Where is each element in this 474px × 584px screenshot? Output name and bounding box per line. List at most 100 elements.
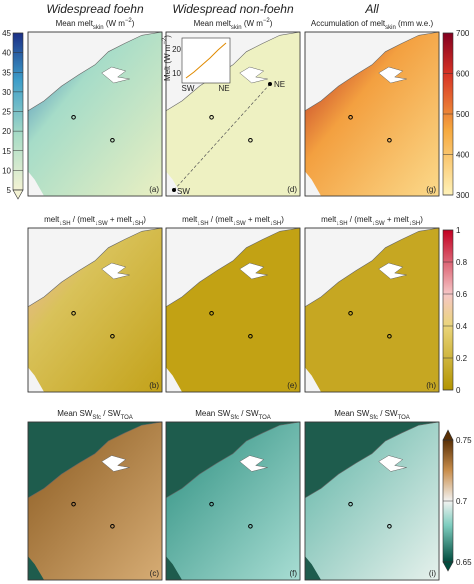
coastline <box>304 421 440 499</box>
site-marker <box>248 523 253 529</box>
text-segment: ) <box>143 215 146 224</box>
text-segment: (W m <box>104 19 126 28</box>
coastline <box>27 421 163 499</box>
site-marker <box>71 310 76 316</box>
text-segment: ↓SH <box>59 221 70 227</box>
site-marker <box>209 114 214 120</box>
panel-title: Accumulation of meltskin (mm w.e.) <box>311 19 434 31</box>
site-marker <box>110 523 115 529</box>
panel-title: Mean SWSfc / SWTOA <box>57 409 133 421</box>
ice-shelf <box>166 32 300 196</box>
text-segment: Mean melt <box>194 19 232 28</box>
text-segment: Mean SW <box>195 409 231 418</box>
inset-y-label: Melt (W m−2) <box>162 35 172 81</box>
colorbar-label: 700 <box>456 29 470 38</box>
inlet <box>378 455 407 472</box>
colorbar-label: 25 <box>2 108 11 117</box>
text-segment: TOA <box>398 415 410 421</box>
colorbar-label: 0 <box>456 386 461 395</box>
inlet <box>378 262 407 280</box>
text-segment: ↓SH <box>336 221 347 227</box>
colorbar-label: 0.75 <box>456 436 472 445</box>
inlet <box>239 455 268 472</box>
colorbar-label: 0.65 <box>456 558 472 567</box>
text-segment: (mm w.e.) <box>396 19 434 28</box>
panel-title: melt↓SH / (melt↓SW + melt↓SH) <box>182 215 284 227</box>
text-segment: ↓SH <box>197 221 208 227</box>
panel-frame <box>165 227 301 393</box>
panel-title: melt↓SH / (melt↓SW + melt↓SH) <box>321 215 423 227</box>
text-segment: TOA <box>259 415 271 421</box>
panel-title: Mean meltskin (W m−2) <box>194 18 273 31</box>
panel-label: (h) <box>426 381 436 390</box>
text-segment: skin <box>93 25 104 31</box>
text-segment: / SW <box>101 409 121 418</box>
site-marker <box>248 333 253 339</box>
colorbar <box>442 229 454 391</box>
text-segment: / (melt <box>209 215 234 224</box>
text-segment: Mean SW <box>57 409 93 418</box>
colorbar-label: 35 <box>2 68 11 77</box>
text-segment: ) <box>270 19 273 28</box>
inset-x-label: NE <box>218 84 229 93</box>
text-segment: ↓SW <box>372 221 385 227</box>
colorbar-label: 500 <box>456 110 470 119</box>
inlet <box>101 66 130 84</box>
column-title: Widespread non-foehn <box>172 2 294 16</box>
text-segment: −2 <box>162 37 168 45</box>
panel-label: (e) <box>287 381 297 390</box>
text-segment: / (melt <box>348 215 373 224</box>
panel-label: (i) <box>429 569 436 578</box>
ice-shelf <box>166 228 300 392</box>
inlet <box>239 262 268 280</box>
site-marker <box>110 137 115 143</box>
ne-point <box>268 82 272 86</box>
text-segment: + melt <box>108 215 133 224</box>
coastline <box>304 31 440 111</box>
text-segment: Mean SW <box>334 409 370 418</box>
text-segment: ) <box>132 19 135 28</box>
colorbar-extension <box>12 189 24 200</box>
colorbar-label: 40 <box>2 49 11 58</box>
coastline <box>27 31 163 111</box>
site-marker <box>348 310 353 316</box>
text-segment: ) <box>420 215 423 224</box>
panel-title: Mean meltskin (W m−2) <box>56 18 135 31</box>
colorbar-label: 5 <box>7 186 12 195</box>
inset-y-tick: 10 <box>172 69 181 78</box>
text-segment: / SW <box>239 409 259 418</box>
colorbar-label: 30 <box>2 88 11 97</box>
panel-frame <box>27 421 163 581</box>
site-marker <box>248 137 253 143</box>
text-segment: Melt (W m <box>163 44 172 81</box>
text-segment: ↓SW <box>233 221 246 227</box>
site-marker <box>387 523 392 529</box>
site-marker <box>387 333 392 339</box>
panel-label: (g) <box>426 185 436 194</box>
coastline <box>165 31 301 111</box>
colorbar-label: 0.7 <box>456 497 468 506</box>
text-segment: ↓SH <box>409 221 420 227</box>
coastline <box>27 227 163 307</box>
ice-shelf <box>305 228 439 392</box>
site-marker <box>209 501 214 507</box>
site-marker <box>71 114 76 120</box>
colorbar-label: 45 <box>2 29 11 38</box>
site-marker <box>110 333 115 339</box>
colorbar-label: 0.6 <box>456 290 468 299</box>
colorbar-label: 1 <box>456 226 461 235</box>
colorbar-label: 20 <box>2 127 11 136</box>
panel-frame <box>27 31 163 197</box>
colorbar-label: 10 <box>2 166 11 175</box>
colorbar-label: 300 <box>456 191 470 200</box>
panel-label: (b) <box>149 381 159 390</box>
colorbar-extension <box>442 561 454 572</box>
inset-line <box>185 42 227 79</box>
inset-y-tick: 20 <box>172 45 181 54</box>
ice-shelf <box>166 422 300 580</box>
coastline <box>304 227 440 307</box>
colorbar-label: 15 <box>2 147 11 156</box>
column-title: Widespread foehn <box>46 2 144 16</box>
site-marker <box>348 114 353 120</box>
inlet <box>239 66 268 84</box>
